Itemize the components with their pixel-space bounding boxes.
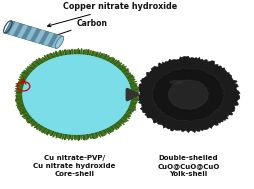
Polygon shape xyxy=(43,32,54,46)
Polygon shape xyxy=(13,23,24,37)
Polygon shape xyxy=(47,34,58,47)
Text: Cu nitrate-PVP/
Cu nitrate hydroxide
Core-shell: Cu nitrate-PVP/ Cu nitrate hydroxide Cor… xyxy=(33,155,115,177)
Polygon shape xyxy=(17,25,28,38)
Text: Double-shelled
CuO@CuO@CuO
Yolk-shell: Double-shelled CuO@CuO@CuO Yolk-shell xyxy=(156,155,219,177)
Polygon shape xyxy=(168,80,208,109)
Ellipse shape xyxy=(55,36,64,48)
Ellipse shape xyxy=(168,80,183,84)
Text: Carbon: Carbon xyxy=(45,19,107,40)
Text: Copper nitrate hydroxide: Copper nitrate hydroxide xyxy=(47,2,176,27)
Polygon shape xyxy=(30,29,41,42)
Circle shape xyxy=(22,54,131,135)
Polygon shape xyxy=(22,26,32,39)
Circle shape xyxy=(21,53,132,136)
FancyBboxPatch shape xyxy=(5,21,62,48)
Polygon shape xyxy=(26,27,36,40)
Polygon shape xyxy=(52,35,62,48)
Polygon shape xyxy=(35,30,45,43)
Polygon shape xyxy=(137,56,239,133)
Polygon shape xyxy=(151,68,224,122)
Polygon shape xyxy=(5,21,15,34)
Polygon shape xyxy=(9,22,19,35)
Polygon shape xyxy=(39,31,49,44)
